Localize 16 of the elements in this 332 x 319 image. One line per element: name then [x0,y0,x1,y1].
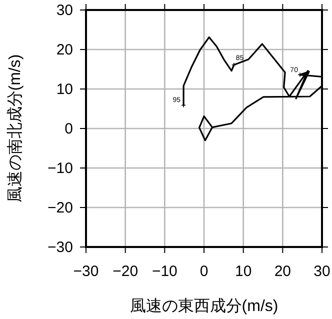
y-tick-label: 10 [56,81,73,98]
x-tick-label: −20 [112,263,138,280]
x-tick-label: 30 [314,263,330,280]
y-axis-title: 風速の南北成分(m/s) [6,54,24,203]
y-tick-label: 20 [56,42,73,58]
x-tick-label: 10 [234,263,252,280]
x-tick-label: 0 [200,263,208,280]
x-tick-label: 20 [274,263,292,280]
y-tick-label: −10 [48,160,73,177]
y-tick-label: −30 [48,239,73,256]
y-tick-label: 0 [64,120,73,138]
x-tick-label: −30 [73,263,99,280]
x-tick-label: −10 [152,263,178,280]
y-tick-label: −20 [48,200,73,216]
x-axis-title: 風速の東西成分(m/s) [130,297,278,315]
y-tick-label: 30 [56,2,73,19]
